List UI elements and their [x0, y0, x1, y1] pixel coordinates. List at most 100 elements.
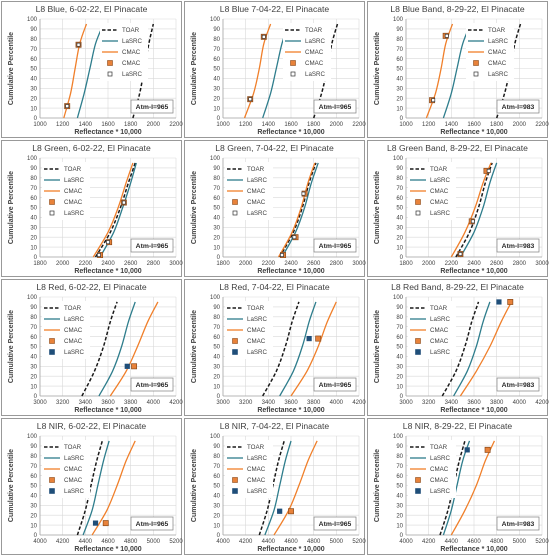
annotation-box [313, 516, 357, 531]
legend-label: CMAC [430, 477, 449, 484]
y-tick-label: 40 [213, 355, 220, 361]
legend-swatch-lasrc-marker [415, 210, 421, 216]
y-tick-label: 80 [213, 37, 220, 43]
cmac-marker [484, 446, 491, 453]
y-tick-label: 20 [396, 374, 403, 380]
cmac-marker [315, 335, 322, 342]
x-tick-label: 3000 [399, 400, 413, 406]
cmac-curve [92, 162, 134, 258]
x-tick-label: 3400 [262, 400, 276, 406]
y-tick-label: 0 [400, 394, 404, 400]
legend-label: TOAR [64, 166, 82, 173]
legend: TOAR LaSRC CMAC CMAC LaSRC [466, 23, 514, 81]
legend-label: LaSRC [64, 455, 84, 462]
annotation-label: Atm-I=965 [319, 104, 352, 111]
toar-curve [262, 301, 300, 397]
legend-label: TOAR [430, 444, 448, 451]
legend-swatch-lasrc-marker [49, 210, 55, 216]
legend-label: TOAR [305, 27, 323, 34]
y-tick-label: 50 [396, 67, 403, 73]
chart-title: L8 NIR, 8-29-22, El Pinacate [403, 421, 513, 431]
x-tick-label: 3000 [33, 400, 47, 406]
chart-title: L8 NIR, 6-02-22, El Pinacate [37, 421, 147, 431]
legend-swatch-cmac-marker [107, 60, 113, 66]
y-tick-label: 60 [30, 57, 37, 63]
lasrc-marker [464, 447, 470, 453]
y-tick-label: 20 [30, 235, 37, 241]
y-tick-label: 50 [213, 206, 220, 212]
y-tick-label: 100 [393, 156, 404, 162]
x-tick-label: 1000 [33, 122, 47, 128]
y-tick-label: 60 [396, 474, 403, 480]
legend-label: LaSRC [430, 210, 450, 217]
y-tick-label: 40 [396, 494, 403, 500]
y-tick-label: 40 [396, 77, 403, 83]
y-tick-label: 30 [30, 226, 37, 232]
x-tick-label: 4200 [56, 539, 70, 545]
y-tick-label: 80 [30, 176, 37, 182]
x-tick-label: 3600 [284, 400, 298, 406]
x-axis-label: Reflectance * 10,000 [257, 268, 324, 275]
lasrc-marker [458, 252, 463, 256]
y-tick-label: 80 [396, 454, 403, 460]
legend-label: LaSRC [64, 349, 84, 356]
legend-label: LaSRC [122, 38, 142, 45]
toar-curve [441, 301, 480, 397]
y-axis-label: Cumulative Percentile [191, 171, 198, 244]
y-tick-label: 90 [30, 444, 37, 450]
toar-curve [94, 162, 136, 258]
y-tick-label: 60 [30, 335, 37, 341]
x-tick-label: 2200 [169, 122, 183, 128]
legend-label: LaSRC [122, 71, 142, 78]
annotation-box [130, 99, 174, 114]
x-tick-label: 5200 [169, 539, 183, 545]
y-tick-label: 70 [30, 47, 37, 53]
y-tick-label: 10 [396, 106, 403, 112]
legend-swatch-cmac-marker [49, 477, 55, 483]
cmac-curve [290, 301, 337, 397]
x-tick-label: 2200 [445, 261, 459, 267]
cmac-curve [91, 440, 136, 536]
x-axis-label: Reflectance * 10,000 [440, 407, 507, 414]
y-tick-label: 80 [213, 315, 220, 321]
x-tick-label: 2400 [101, 261, 115, 267]
x-axis-label: Reflectance * 10,000 [74, 268, 141, 275]
legend-swatch-cmac-marker [49, 199, 55, 205]
legend: TOAR LaSRC CMAC CMAC LaSRC [42, 301, 90, 359]
annotation-box [496, 238, 540, 253]
legend-label: CMAC [488, 49, 507, 56]
annotation-box [313, 99, 357, 114]
toar-curve [279, 162, 317, 258]
x-tick-label: 3000 [352, 261, 366, 267]
x-tick-label: 4400 [445, 539, 459, 545]
legend-label: CMAC [64, 466, 83, 473]
panel-frame [1, 140, 182, 277]
y-tick-label: 90 [396, 305, 403, 311]
x-tick-label: 1200 [56, 122, 70, 128]
lasrc-marker [486, 168, 491, 173]
y-tick-label: 100 [393, 434, 404, 440]
lasrc-marker [431, 98, 436, 103]
y-tick-label: 20 [213, 513, 220, 519]
y-tick-label: 40 [396, 216, 403, 222]
legend-label: TOAR [430, 166, 448, 173]
panel-frame [367, 418, 548, 555]
y-tick-label: 0 [34, 255, 38, 261]
legend-label: LaSRC [488, 71, 508, 78]
legend-label: CMAC [247, 188, 266, 195]
y-tick-label: 70 [213, 47, 220, 53]
legend-label: LaSRC [64, 177, 84, 184]
chart-panel: L8 Red, 6-02-22, El Pinacate 0 10 20 30 40 50 6… [1, 279, 183, 416]
x-tick-label: 1800 [33, 261, 47, 267]
legend-label: CMAC [430, 327, 449, 334]
x-tick-label: 4200 [352, 400, 366, 406]
x-axis-label: Reflectance * 10,000 [257, 407, 324, 414]
y-axis-label: Cumulative Percentile [374, 449, 381, 522]
y-tick-label: 80 [30, 37, 37, 43]
x-tick-label: 3200 [422, 400, 436, 406]
y-tick-label: 80 [396, 315, 403, 321]
y-tick-label: 100 [27, 434, 38, 440]
y-tick-label: 0 [34, 394, 38, 400]
x-tick-label: 1400 [445, 122, 459, 128]
